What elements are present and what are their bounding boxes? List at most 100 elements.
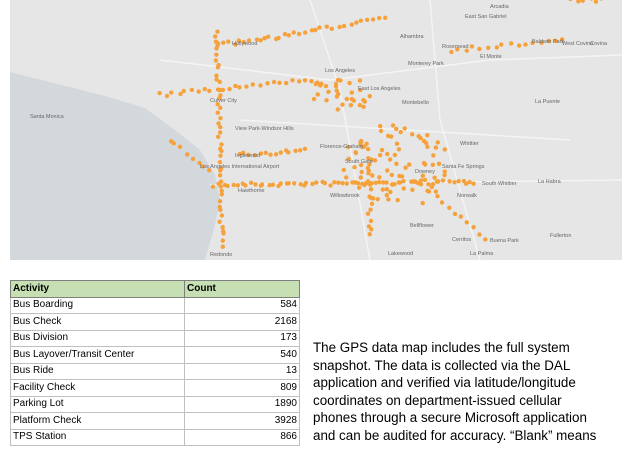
gps-point — [253, 182, 258, 187]
gps-point — [292, 181, 297, 186]
gps-point — [420, 173, 425, 178]
gps-point — [373, 180, 378, 185]
gps-point — [254, 37, 260, 42]
gps-point — [237, 85, 242, 90]
map-label: Norwalk — [457, 193, 477, 199]
gps-point — [365, 165, 370, 171]
gps-point — [356, 185, 362, 190]
map-label: East San Gabriel — [465, 14, 507, 20]
gps-point — [367, 94, 372, 99]
gps-point — [217, 199, 223, 204]
gps-point — [358, 140, 363, 145]
map-label: Rosemead — [442, 44, 469, 50]
gps-point — [216, 134, 221, 139]
gps-point — [303, 30, 308, 35]
map-label: Baldwin Park — [532, 39, 564, 45]
gps-point — [410, 132, 415, 137]
map-label: El Monte — [480, 54, 502, 60]
gps-point — [368, 218, 374, 224]
gps-point — [378, 128, 384, 134]
gps-point — [252, 153, 258, 158]
gps-point — [220, 87, 226, 93]
gps-point — [278, 181, 283, 186]
gps-point — [284, 80, 289, 86]
gps-point — [349, 22, 354, 27]
gps-point — [420, 200, 425, 206]
gps-point — [369, 201, 375, 206]
gps-point — [419, 178, 424, 183]
table-row: Platform Check 3928 — [10, 412, 300, 430]
gps-point — [353, 180, 358, 185]
gps-point — [318, 83, 323, 88]
gps-point — [358, 18, 363, 23]
table-row: TPS Station 866 — [10, 428, 300, 446]
gps-point — [517, 43, 522, 48]
gps-point — [217, 160, 223, 165]
gps-point — [276, 35, 281, 41]
gps-point — [394, 141, 400, 146]
gps-point — [425, 144, 430, 149]
map-label: Arcadia — [490, 4, 510, 10]
gps-point — [377, 15, 382, 21]
activity-cell: TPS Station — [10, 428, 185, 446]
gps-point — [246, 38, 252, 43]
gps-point — [323, 83, 329, 89]
gps-point — [197, 160, 202, 166]
gps-point — [213, 58, 219, 63]
gps-point — [435, 194, 440, 199]
gps-point — [241, 150, 246, 155]
gps-point — [233, 83, 238, 89]
gps-point — [458, 214, 463, 219]
gps-point — [436, 179, 441, 184]
gps-point — [432, 175, 437, 180]
gps-point — [214, 77, 219, 82]
gps-point — [397, 173, 402, 179]
gps-point — [358, 87, 363, 93]
gps-point — [171, 141, 176, 146]
paragraph-line: application and verified via latitude/lo… — [313, 375, 576, 391]
gps-point — [477, 46, 482, 52]
gps-point — [452, 211, 458, 217]
gps-point — [286, 181, 291, 186]
gps-point — [367, 182, 373, 187]
gps-point — [429, 184, 434, 190]
gps-point — [361, 104, 366, 110]
gps-point — [346, 144, 351, 150]
gps-point — [246, 152, 251, 157]
gps-point — [436, 161, 442, 166]
gps-point — [593, 0, 599, 4]
gps-point — [315, 92, 320, 97]
gps-point — [215, 29, 220, 34]
gps-point — [370, 196, 376, 201]
map-label: Santa Fe Springs — [442, 164, 485, 170]
gps-point — [215, 65, 221, 70]
table-row: Facility Check 809 — [10, 379, 300, 397]
gps-point — [219, 148, 224, 154]
gps-point — [268, 152, 273, 157]
gps-point — [357, 78, 363, 83]
count-cell: 2168 — [184, 313, 300, 331]
gps-point — [455, 47, 460, 52]
gps-point — [477, 232, 482, 237]
gps-point — [190, 156, 196, 162]
gps-point — [499, 42, 504, 47]
gps-point — [220, 225, 225, 230]
gps-point — [219, 142, 224, 147]
gps-point — [421, 138, 427, 144]
activity-cell: Bus Layover/Transit Center — [10, 346, 185, 364]
gps-point — [340, 181, 345, 186]
header-cell: Activity — [10, 280, 185, 298]
map-label: Buena Park — [490, 238, 519, 244]
gps-point — [467, 179, 472, 185]
gps-point — [471, 225, 476, 230]
gps-point — [440, 178, 446, 183]
gps-point — [177, 144, 183, 149]
gps-point — [214, 73, 219, 78]
count-cell: 809 — [184, 379, 300, 397]
gps-point — [433, 145, 439, 150]
gps-point — [426, 182, 431, 187]
gps-point — [218, 130, 223, 135]
table-row: Bus Layover/Transit Center 540 — [10, 346, 300, 364]
map-label: South Gate — [345, 159, 373, 165]
gps-point — [277, 80, 282, 86]
